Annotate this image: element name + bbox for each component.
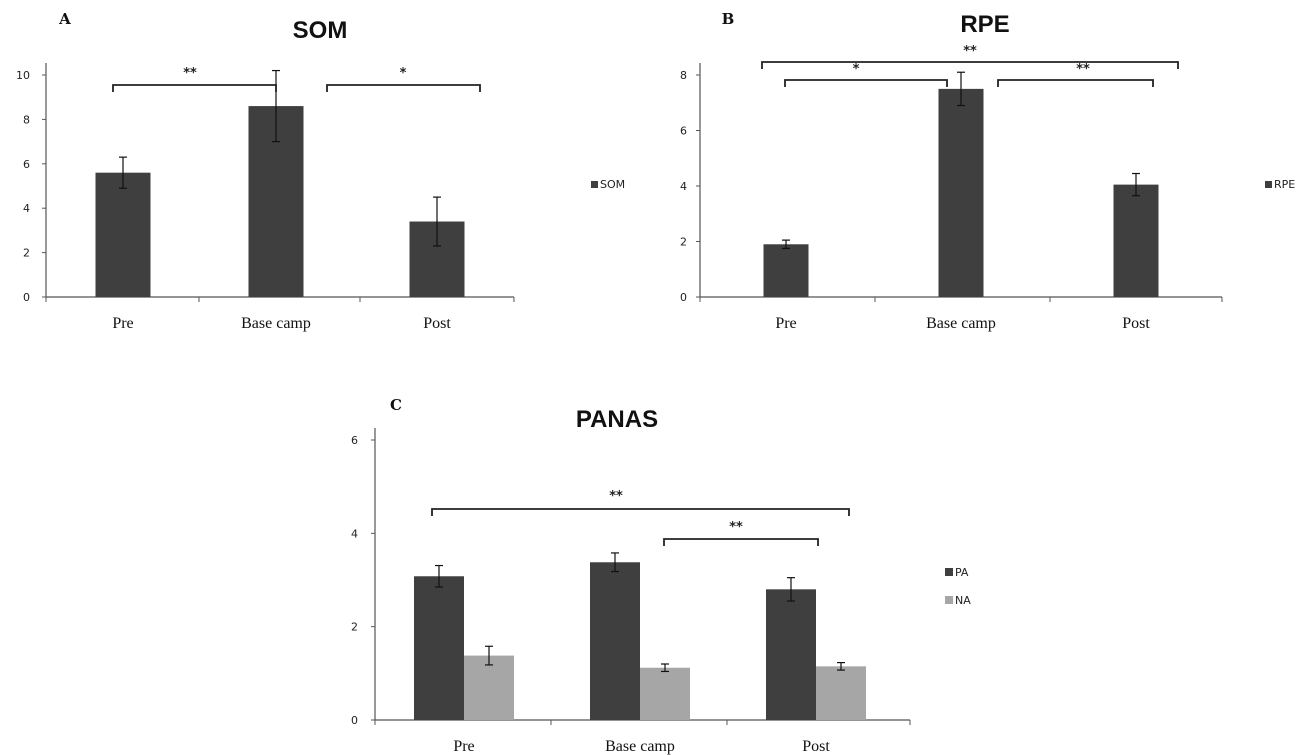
x-tick-label: Post (802, 738, 830, 755)
bar-pa-2 (766, 589, 816, 720)
bar-rpe-2 (1113, 184, 1159, 297)
bar-som-0 (95, 172, 151, 297)
y-tick-label: 6 (23, 158, 30, 171)
y-tick-label: 8 (680, 69, 687, 82)
significance-label: ** (183, 66, 197, 81)
panel-letter: B (722, 10, 735, 28)
bar-rpe-1 (938, 88, 984, 297)
significance-label: * (400, 66, 407, 81)
bar-pa-0 (414, 576, 464, 720)
x-tick-label: Post (423, 315, 451, 332)
chart-title: SOM (293, 17, 348, 44)
legend-swatch-som (591, 181, 598, 188)
x-tick-label: Base camp (605, 738, 675, 755)
y-tick-label: 4 (680, 180, 687, 193)
significance-label: ** (963, 44, 977, 59)
panel-letter: C (390, 396, 402, 414)
y-tick-label: 4 (23, 202, 30, 215)
bar-pa-1 (590, 562, 640, 720)
legend-label: RPE (1274, 178, 1295, 191)
y-tick-label: 2 (23, 247, 30, 260)
bar-na-1 (640, 667, 690, 720)
legend-label: NA (955, 594, 971, 607)
significance-bracket (997, 79, 1154, 87)
y-tick-label: 4 (351, 527, 358, 540)
panel-letter: A (58, 10, 71, 28)
legend-swatch-pa (945, 568, 953, 576)
significance-label: ** (729, 520, 743, 535)
legend-swatch-rpe (1265, 181, 1272, 188)
bar-na-2 (816, 666, 866, 720)
y-tick-label: 0 (351, 714, 358, 727)
significance-label: * (853, 62, 860, 77)
chart-panel-c: C PANAS 0 2 4 6 Pre Base camp Post ** ** PA NA (351, 396, 971, 755)
y-tick-label: 6 (351, 434, 358, 447)
y-tick-label: 8 (23, 113, 30, 126)
significance-label: ** (1076, 62, 1090, 77)
significance-bracket (663, 538, 819, 546)
y-tick-label: 2 (351, 621, 358, 634)
legend-swatch-na (945, 596, 953, 604)
x-tick-label: Base camp (926, 315, 996, 332)
x-tick-label: Post (1122, 315, 1150, 332)
x-tick-label: Pre (112, 315, 133, 332)
x-tick-label: Pre (453, 738, 474, 755)
y-tick-label: 6 (680, 125, 687, 138)
significance-bracket (112, 84, 277, 92)
y-tick-label: 10 (16, 69, 30, 82)
significance-bracket (431, 508, 850, 516)
bar-na-0 (464, 655, 514, 720)
legend-label: SOM (600, 178, 625, 191)
y-tick-label: 0 (680, 291, 687, 304)
chart-title: PANAS (576, 406, 658, 433)
legend-label: PA (955, 566, 969, 579)
significance-bracket (326, 84, 481, 92)
y-tick-label: 2 (680, 236, 687, 249)
y-tick-label: 0 (23, 291, 30, 304)
x-tick-label: Base camp (241, 315, 311, 332)
chart-title: RPE (960, 11, 1009, 38)
significance-bracket (761, 61, 1179, 69)
bar-rpe-0 (763, 244, 809, 297)
significance-bracket (784, 79, 948, 87)
x-tick-label: Pre (775, 315, 796, 332)
significance-label: ** (609, 489, 623, 504)
